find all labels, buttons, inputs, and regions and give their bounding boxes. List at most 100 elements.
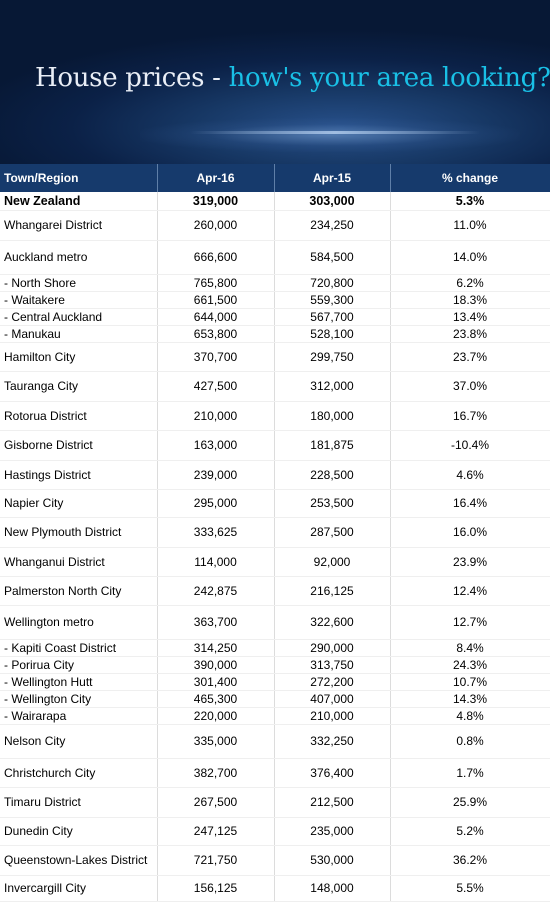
town-cell: Nelson City [0,724,158,759]
apr15-cell: 235,000 [274,817,391,846]
change-cell: 12.4% [390,576,550,606]
table-row: Queenstown-Lakes District 721,750 530,000 3… [0,845,550,876]
town-cell: - Wellington City [0,690,158,708]
change-cell: 5.3% [390,192,550,211]
table-row: Napier City 295,000 253,500 16.4% [0,489,550,518]
change-cell: 18.3% [390,291,550,309]
town-cell: Gisborne District [0,430,158,461]
town-cell: - North Shore [0,274,158,292]
table-row: - Wairarapa 220,000 210,000 4.8% [0,707,550,725]
apr15-cell: 253,500 [274,489,391,518]
table-row: Dunedin City 247,125 235,000 5.2% [0,817,550,846]
town-cell: Timaru District [0,787,158,818]
town-cell: Queenstown-Lakes District [0,845,158,876]
apr15-cell: 287,500 [274,517,391,548]
change-cell: 23.9% [390,547,550,577]
apr16-cell: 295,000 [157,489,275,518]
apr15-cell: 181,875 [274,430,391,461]
table-row: - North Shore 765,800 720,800 6.2% [0,274,550,292]
apr15-cell: 299,750 [274,342,391,372]
town-cell: - Manukau [0,325,158,343]
town-cell: Napier City [0,489,158,518]
apr15-cell: 559,300 [274,291,391,309]
apr16-cell: 370,700 [157,342,275,372]
apr16-cell: 301,400 [157,673,275,691]
town-cell: - Wellington Hutt [0,673,158,691]
apr16-cell: 390,000 [157,656,275,674]
table-row: - Porirua City 390,000 313,750 24.3% [0,656,550,674]
town-cell: Wellington metro [0,605,158,640]
table-row: - Wellington City 465,300 407,000 14.3% [0,690,550,708]
apr16-cell: 382,700 [157,758,275,788]
apr16-cell: 163,000 [157,430,275,461]
table-row: Auckland metro 666,600 584,500 14.0% [0,240,550,275]
table-row: Christchurch City 382,700 376,400 1.7% [0,758,550,788]
apr16-cell: 335,000 [157,724,275,759]
apr15-cell: 567,700 [274,308,391,326]
change-cell: 37.0% [390,371,550,402]
table-row: New Plymouth District 333,625 287,500 16.0% [0,517,550,548]
apr15-cell: 312,000 [274,371,391,402]
apr16-cell: 114,000 [157,547,275,577]
apr15-cell: 272,200 [274,673,391,691]
apr15-cell: 322,600 [274,605,391,640]
table-row-national: New Zealand 319,000 303,000 5.3% [0,192,550,211]
change-cell: 5.5% [390,875,550,902]
change-cell: 11.0% [390,210,550,241]
page-title: House prices - how's your area looking? [35,63,550,93]
town-cell: Hamilton City [0,342,158,372]
town-cell: - Kapiti Coast District [0,639,158,657]
banner-light-sweep [190,131,480,134]
change-cell: 24.3% [390,656,550,674]
apr15-cell: 584,500 [274,240,391,275]
apr15-cell: 290,000 [274,639,391,657]
town-cell: Auckland metro [0,240,158,275]
change-cell: 16.7% [390,401,550,431]
change-cell: 0.8% [390,724,550,759]
apr15-cell: 376,400 [274,758,391,788]
table-row: Hamilton City 370,700 299,750 23.7% [0,342,550,372]
change-cell: 14.0% [390,240,550,275]
change-cell: 10.7% [390,673,550,691]
apr15-cell: 407,000 [274,690,391,708]
apr16-cell: 465,300 [157,690,275,708]
town-cell: Hastings District [0,460,158,490]
apr15-cell: 210,000 [274,707,391,725]
change-cell: 8.4% [390,639,550,657]
change-cell: 4.6% [390,460,550,490]
apr15-cell: 303,000 [274,192,391,211]
apr16-cell: 242,875 [157,576,275,606]
apr16-cell: 661,500 [157,291,275,309]
apr15-cell: 332,250 [274,724,391,759]
apr15-cell: 216,125 [274,576,391,606]
change-cell: 16.4% [390,489,550,518]
change-cell: 23.8% [390,325,550,343]
town-cell: Whanganui District [0,547,158,577]
table-row: Nelson City 335,000 332,250 0.8% [0,724,550,759]
table-row: Wellington metro 363,700 322,600 12.7% [0,605,550,640]
house-prices-table: Town/Region Apr-16 Apr-15 % change New Z… [0,164,550,902]
table-row: Invercargill City 156,125 148,000 5.5% [0,875,550,902]
table-row: Whanganui District 114,000 92,000 23.9% [0,547,550,577]
table-row: - Waitakere 661,500 559,300 18.3% [0,291,550,309]
apr15-cell: 528,100 [274,325,391,343]
town-cell: - Porirua City [0,656,158,674]
change-cell: 25.9% [390,787,550,818]
table-row: Palmerston North City 242,875 216,125 12.4% [0,576,550,606]
town-cell: Palmerston North City [0,576,158,606]
apr15-cell: 212,500 [274,787,391,818]
apr16-cell: 333,625 [157,517,275,548]
column-header-apr16: Apr-16 [157,164,275,192]
apr16-cell: 220,000 [157,707,275,725]
town-cell: Tauranga City [0,371,158,402]
table-row: - Central Auckland 644,000 567,700 13.4% [0,308,550,326]
town-cell: Invercargill City [0,875,158,902]
table-row: Gisborne District 163,000 181,875 -10.4% [0,430,550,461]
table-row: Timaru District 267,500 212,500 25.9% [0,787,550,818]
apr15-cell: 313,750 [274,656,391,674]
apr16-cell: 363,700 [157,605,275,640]
change-cell: 5.2% [390,817,550,846]
title-part-1: House prices - [35,63,229,93]
apr16-cell: 427,500 [157,371,275,402]
table-header-row: Town/Region Apr-16 Apr-15 % change [0,164,550,192]
